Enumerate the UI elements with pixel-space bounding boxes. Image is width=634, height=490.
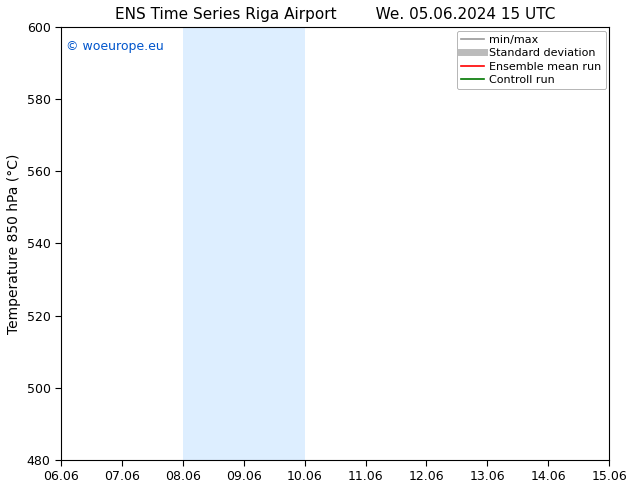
Bar — [183, 27, 304, 460]
Bar — [609, 27, 634, 460]
Title: ENS Time Series Riga Airport        We. 05.06.2024 15 UTC: ENS Time Series Riga Airport We. 05.06.2… — [115, 7, 555, 22]
Y-axis label: Temperature 850 hPa (°C): Temperature 850 hPa (°C) — [7, 153, 21, 334]
Legend: min/max, Standard deviation, Ensemble mean run, Controll run: min/max, Standard deviation, Ensemble me… — [457, 30, 606, 90]
Text: © woeurope.eu: © woeurope.eu — [67, 40, 164, 53]
